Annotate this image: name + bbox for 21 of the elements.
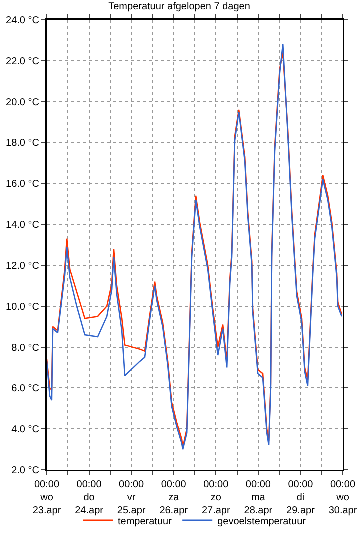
x-tick-label: 00:00 za 26.apr bbox=[160, 480, 189, 516]
y-tick-label: 14.0 °C bbox=[6, 220, 40, 232]
y-tick-label: 4.0 °C bbox=[12, 424, 40, 436]
x-tick-label: 00:00 wo 30.apr bbox=[328, 480, 358, 516]
x-tick-label: 00:00 di 29.apr bbox=[286, 480, 316, 516]
y-tick-label: 16.0 °C bbox=[6, 179, 40, 190]
legend-label: temperatuur bbox=[118, 516, 173, 528]
y-tick-label: 20.0 °C bbox=[6, 97, 40, 108]
x-tick-label: 00:00 ma 28.apr bbox=[244, 480, 274, 516]
y-tick-label: 22.0 °C bbox=[6, 56, 40, 68]
y-tick-label: 24.0 °C bbox=[6, 16, 40, 26]
legend-label: gevoelstemperatuur bbox=[218, 516, 307, 528]
chart-title: Temperatuur afgelopen 7 dagen bbox=[108, 2, 250, 13]
y-tick-label: 8.0 °C bbox=[12, 342, 40, 354]
y-tick-label: 10.0 °C bbox=[6, 302, 40, 313]
y-tick-label: 12.0 °C bbox=[6, 260, 40, 272]
y-tick-label: 18.0 °C bbox=[6, 138, 40, 150]
y-tick-label: 6.0 °C bbox=[12, 384, 40, 395]
x-tick-label: 00:00 wo 23.apr bbox=[32, 480, 62, 516]
x-tick-label: 00:00 do 24.apr bbox=[75, 480, 104, 516]
y-tick-label: 2.0 °C bbox=[12, 466, 40, 476]
